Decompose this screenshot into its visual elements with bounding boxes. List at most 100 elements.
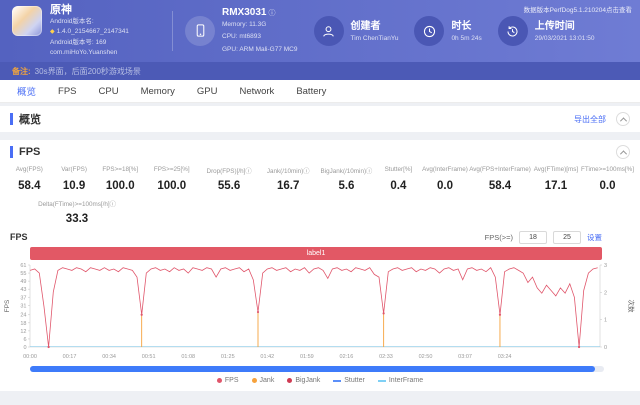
creator-block: 创建者 Tim ChenTianYu bbox=[313, 16, 398, 46]
stat-cell: Var(FPS) 10.9 bbox=[53, 166, 96, 192]
y-tick-label: 31 bbox=[20, 303, 26, 309]
stat-value: 0.0 bbox=[599, 180, 616, 192]
chart-legend: FPS Jank BigJank Stutter InterFrame bbox=[0, 374, 640, 387]
legend-item-interframe[interactable]: InterFrame bbox=[377, 377, 424, 384]
data-version-note[interactable]: 数据版本PerfDog5.1.210204点击查看 bbox=[523, 7, 632, 14]
scrollbar-thumb[interactable] bbox=[30, 366, 596, 372]
scene-label-banner[interactable]: label1 bbox=[30, 247, 602, 260]
x-tick-label: 01:42 bbox=[260, 354, 274, 360]
chart-title: FPS bbox=[10, 232, 28, 242]
stat-cell: Avg(FPS+InterFrame) 58.4 bbox=[469, 166, 531, 192]
jank-marker bbox=[382, 312, 385, 315]
stat-label: Var(FPS) bbox=[61, 166, 87, 173]
stat-label: FPS>=25[%] bbox=[153, 166, 190, 173]
y2-tick-label: 1 bbox=[604, 318, 607, 324]
legend-label: Stutter bbox=[344, 377, 365, 384]
duration-block: 时长 0h 5m 24s bbox=[414, 16, 482, 46]
overview-collapse-button[interactable] bbox=[616, 112, 630, 126]
y-tick-label: 55 bbox=[20, 271, 26, 277]
x-tick-label: 02:33 bbox=[379, 354, 393, 360]
header-divider bbox=[172, 11, 173, 51]
x-tick-label: 00:51 bbox=[142, 354, 156, 360]
tab-overview[interactable]: 概览 bbox=[17, 87, 37, 98]
fps-collapse-button[interactable] bbox=[616, 145, 630, 159]
app-info-block: 原神 Android版本名: ◆ 1.4.0_2154667_2147341 An… bbox=[12, 4, 170, 59]
stat-label: Stutter[%] bbox=[384, 166, 413, 173]
tab-battery[interactable]: Battery bbox=[296, 85, 327, 97]
device-block: RMX3031 ⓘ Memory: 11.3G CPU: mt6893 GPU: … bbox=[185, 7, 298, 55]
device-memory: Memory: 11.3G bbox=[222, 20, 267, 28]
legend-label: InterFrame bbox=[388, 377, 424, 384]
legend-item-bigjank[interactable]: BigJank bbox=[287, 377, 320, 384]
stat-value: 100.0 bbox=[105, 180, 135, 192]
duration-label: 时长 bbox=[451, 21, 472, 33]
device-cpu: CPU: mt6893 bbox=[222, 33, 262, 41]
chart-header-row: FPS FPS(>=) 18 25 设置 bbox=[0, 229, 640, 245]
y-tick-label: 49 bbox=[20, 279, 26, 285]
chevron-up-icon bbox=[619, 149, 627, 157]
fps-card: FPS Avg(FPS) 58.4 Var(FPS) 10.9 FPS>=18[%] 10… bbox=[0, 140, 640, 391]
section-accent bbox=[10, 113, 13, 125]
x-tick-label: 03:07 bbox=[458, 354, 472, 360]
legend-item-fps[interactable]: FPS bbox=[216, 377, 239, 384]
clock-icon bbox=[414, 16, 445, 46]
upload-time-label: 上传时间 bbox=[534, 21, 575, 33]
diamond-icon: ◆ bbox=[50, 29, 55, 35]
stat-value: 55.6 bbox=[217, 180, 241, 192]
stat-value: 100.0 bbox=[157, 180, 187, 192]
y-tick-label: 24 bbox=[20, 313, 26, 319]
stat-value: 58.4 bbox=[18, 180, 41, 192]
y2-axis-title: 次数 bbox=[627, 300, 636, 314]
fps-threshold-input-1[interactable]: 18 bbox=[519, 230, 547, 244]
app-icon bbox=[12, 5, 42, 36]
legend-item-jank[interactable]: Jank bbox=[251, 377, 275, 384]
y-tick-label: 43 bbox=[20, 287, 26, 293]
y-tick-label: 37 bbox=[20, 295, 26, 301]
export-all-link[interactable]: 导出全部 bbox=[574, 114, 606, 124]
tab-cpu[interactable]: CPU bbox=[98, 85, 119, 97]
legend-marker bbox=[251, 378, 257, 383]
threshold-apply-button[interactable]: 设置 bbox=[587, 232, 602, 242]
x-tick-label: 03:24 bbox=[498, 354, 512, 360]
overview-section-title: 概览 bbox=[19, 114, 41, 126]
fps-threshold-controls: FPS(>=) 18 25 设置 bbox=[484, 230, 602, 244]
fps-stat-extra: Delta(FTime)>=100ms[/h]ⓘ 33.3 bbox=[0, 192, 142, 228]
duration-value: 0h 5m 24s bbox=[451, 35, 482, 43]
chart-scrollbar[interactable] bbox=[30, 366, 604, 372]
tab-memory[interactable]: Memory bbox=[140, 85, 175, 97]
stat-cell: Drop(FPS)[/h]ⓘ 55.6 bbox=[199, 166, 260, 192]
y2-tick-label: 0 bbox=[604, 345, 607, 351]
app-version-code: Android版本号: 169 bbox=[50, 38, 107, 46]
y-tick-label: 61 bbox=[20, 263, 26, 269]
phone-icon bbox=[185, 15, 215, 46]
fps-threshold-label: FPS(>=) bbox=[484, 232, 513, 242]
tab-gpu[interactable]: GPU bbox=[196, 85, 218, 97]
stat-value: 0.0 bbox=[437, 180, 453, 192]
stat-value: 17.1 bbox=[544, 180, 568, 192]
legend-label: Jank bbox=[259, 377, 275, 384]
chevron-up-icon bbox=[619, 116, 627, 124]
overview-section-bar: 概览 导出全部 bbox=[0, 106, 640, 132]
tab-network[interactable]: Network bbox=[239, 85, 275, 97]
x-tick-label: 00:17 bbox=[63, 354, 77, 360]
jank-marker bbox=[498, 313, 502, 316]
stat-value: 10.9 bbox=[62, 180, 86, 192]
jank-marker bbox=[577, 345, 581, 349]
tab-fps[interactable]: FPS bbox=[58, 85, 77, 97]
legend-marker bbox=[287, 378, 293, 383]
device-info-icon[interactable]: ⓘ bbox=[268, 9, 276, 17]
y2-tick-label: 3 bbox=[604, 263, 607, 269]
stat-label: Delta(FTime)>=100ms[/h]ⓘ bbox=[38, 201, 116, 208]
fps-section-bar: FPS bbox=[0, 140, 640, 164]
section-accent bbox=[10, 146, 13, 158]
fps-threshold-input-2[interactable]: 25 bbox=[553, 230, 581, 244]
x-tick-label: 01:59 bbox=[300, 354, 314, 360]
x-tick-label: 01:25 bbox=[221, 354, 235, 360]
stat-label: FPS>=18[%] bbox=[102, 166, 139, 173]
legend-item-stutter[interactable]: Stutter bbox=[333, 377, 365, 384]
stat-label: Avg(FPS+InterFrame) bbox=[469, 166, 531, 173]
upload-time-block: 上传时间 29/03/2021 13:01:50 bbox=[497, 16, 594, 46]
x-tick-label: 01:08 bbox=[181, 354, 195, 360]
legend-marker bbox=[216, 378, 222, 383]
